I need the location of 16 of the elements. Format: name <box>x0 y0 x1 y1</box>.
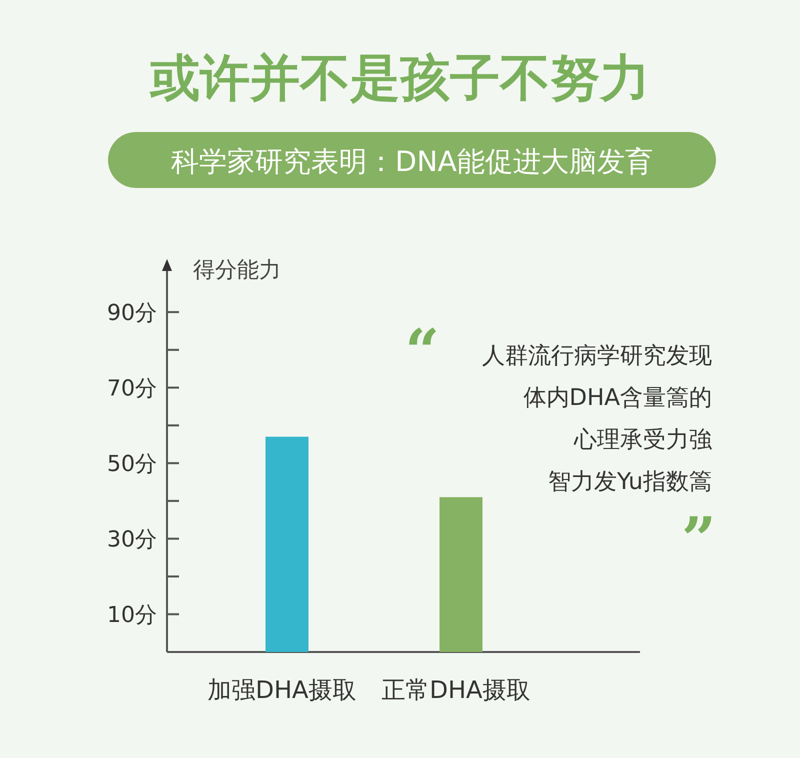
text: ” <box>681 505 716 575</box>
annotation: 心理承受力強 <box>573 427 712 453</box>
y-tick-label: 90分 <box>107 301 157 326</box>
annotation: “ <box>405 317 440 387</box>
chart-title: 或许并不是孩子不努力 <box>149 49 650 107</box>
chart-subtitle: 科学家研究表明：DNA能促进大脑发育 <box>171 145 653 178</box>
y-tick-label: 50分 <box>107 452 157 478</box>
y-tick-label: 70分 <box>107 376 157 402</box>
annotation: 智力发Yu指数篙 <box>548 469 712 495</box>
annotation: 体内DHA含量篙的 <box>523 385 712 411</box>
y-tick-label: 10分 <box>107 603 157 628</box>
y-tick-label: 30分 <box>107 528 157 553</box>
annotation: 人群流行病学研究发现 <box>482 343 712 369</box>
x-tick-label: 正常DHA摄取 <box>382 676 530 704</box>
x-tick-label: 加强DHA摄取 <box>208 676 356 704</box>
y-axis-title: 得分能力 <box>193 258 281 283</box>
